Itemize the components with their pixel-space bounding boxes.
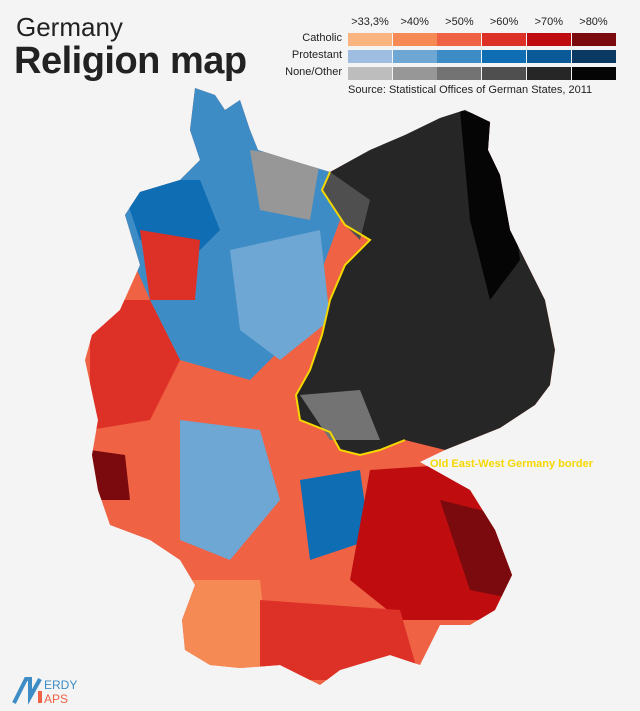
legend-threshold: >33,3%	[351, 16, 389, 28]
legend-threshold: >70%	[534, 16, 564, 28]
legend-row-label: None/Other	[285, 66, 342, 78]
legend-swatch	[437, 33, 482, 46]
legend-threshold: >50%	[445, 16, 474, 28]
legend-swatch	[392, 33, 437, 46]
legend-swatch	[526, 50, 571, 63]
region-catholic-emsland	[140, 230, 200, 300]
region-protestant-franconia	[300, 470, 370, 560]
legend-swatch	[526, 33, 571, 46]
legend-swatch	[571, 67, 616, 80]
legend-swatch	[392, 67, 437, 80]
legend-threshold: >80%	[579, 16, 608, 28]
legend-threshold: >40%	[400, 16, 429, 28]
legend-swatch	[526, 67, 571, 80]
region-catholic-west	[90, 300, 180, 430]
legend-swatch	[482, 67, 527, 80]
svg-text:ERDY: ERDY	[44, 678, 77, 692]
region-none-thuringia-west	[300, 390, 380, 440]
legend-swatch	[437, 50, 482, 63]
legend-swatch	[392, 50, 437, 63]
legend-swatch	[482, 33, 527, 46]
legend-swatch	[571, 33, 616, 46]
region-protestant-hesse-bw	[180, 420, 280, 560]
nerdy-maps-logo: ERDY APS	[12, 677, 77, 705]
logo-n-mark	[12, 677, 42, 705]
region-none-altmark	[322, 172, 370, 240]
legend-swatch	[348, 33, 392, 46]
legend-swatch	[571, 50, 616, 63]
svg-text:APS: APS	[44, 692, 68, 705]
region-catholic-southwest	[180, 580, 270, 670]
region-none-hamburg	[250, 150, 320, 220]
region-catholic-south	[260, 600, 420, 680]
east-west-border-line	[294, 171, 406, 457]
region-protestant-central	[230, 230, 330, 360]
legend-swatch	[482, 50, 527, 63]
legend-row-label: Protestant	[291, 49, 342, 61]
title-country: Germany	[16, 12, 123, 42]
source-note: Source: Statistical Offices of German St…	[348, 84, 593, 96]
logo-m-mark	[38, 691, 42, 703]
border-label: Old East-West Germany border	[430, 458, 594, 470]
title-main: Religion map	[14, 40, 247, 82]
legend-swatch	[348, 50, 392, 63]
legend-swatch	[437, 67, 482, 80]
legend-threshold: >60%	[489, 16, 519, 28]
legend-row-label: Catholic	[302, 32, 342, 44]
legend-swatch	[348, 67, 392, 80]
region-protestant-north	[120, 88, 555, 380]
region-catholic-trier	[90, 450, 130, 500]
